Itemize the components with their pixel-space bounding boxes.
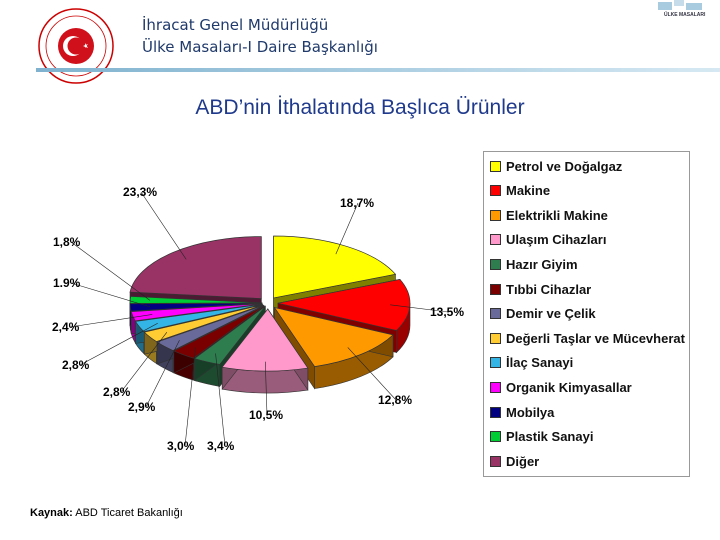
data-label: 1.9% bbox=[53, 276, 81, 290]
legend-label: Plastik Sanayi bbox=[506, 429, 594, 445]
data-label: 3,0% bbox=[167, 439, 195, 453]
corner-logo bbox=[658, 0, 702, 10]
legend-swatch bbox=[490, 234, 501, 246]
leader-line bbox=[184, 347, 196, 447]
legend-item: Petrol ve Doğalgaz bbox=[490, 157, 622, 175]
legend-label: Diğer bbox=[506, 453, 540, 469]
legend-item: Organik Kimyasallar bbox=[490, 378, 632, 396]
leader-line bbox=[69, 314, 153, 328]
leader-line bbox=[347, 347, 397, 401]
header-title: İhracat Genel Müdürlüğü Ülke Masaları-I … bbox=[142, 14, 378, 58]
legend-swatch bbox=[490, 357, 501, 369]
header-line-1: İhracat Genel Müdürlüğü bbox=[142, 16, 329, 34]
pie-slice-7 bbox=[156, 305, 264, 351]
pie-slice-9 bbox=[134, 303, 263, 333]
legend-label: Değerli Taşlar ve Mücevherat bbox=[506, 330, 685, 346]
pie-slice-11 bbox=[129, 302, 263, 312]
data-label: 2,8% bbox=[62, 358, 90, 372]
legend-swatch bbox=[490, 332, 501, 344]
data-label: 23,3% bbox=[123, 185, 157, 199]
legend-label: Makine bbox=[506, 183, 551, 199]
legend-swatch bbox=[490, 455, 501, 467]
data-label: 2,8% bbox=[103, 385, 131, 399]
legend-label: Petrol ve Doğalgaz bbox=[506, 158, 623, 174]
legend-label: Demir ve Çelik bbox=[506, 306, 596, 322]
leader-line bbox=[145, 340, 180, 408]
legend-item: Ulaşım Cihazları bbox=[490, 231, 606, 249]
chart-legend: Petrol ve Doğalgaz Makine Elektrikli Makin… bbox=[483, 151, 690, 477]
legend-item: Mobilya bbox=[490, 403, 554, 421]
pie-slice-1 bbox=[273, 235, 397, 299]
legend-swatch bbox=[490, 431, 501, 443]
legend-swatch bbox=[490, 258, 501, 270]
legend-label: Mobilya bbox=[506, 404, 555, 420]
leader-line bbox=[120, 331, 168, 393]
leader-line bbox=[390, 304, 449, 313]
data-label: 12,8% bbox=[378, 393, 412, 407]
header-divider bbox=[36, 68, 720, 72]
pie-slice-4 bbox=[221, 308, 309, 372]
leader-line bbox=[79, 323, 158, 366]
pie-slice-3 bbox=[273, 307, 394, 367]
source-label: Kaynak: bbox=[30, 507, 73, 519]
legend-swatch bbox=[490, 381, 501, 393]
data-label: 3,4% bbox=[207, 439, 235, 453]
pie-slice-8 bbox=[143, 304, 263, 342]
legend-item: İlaç Sanayi bbox=[490, 354, 573, 372]
pie-slice-2 bbox=[277, 279, 411, 331]
legend-swatch bbox=[490, 308, 501, 320]
legend-swatch bbox=[490, 406, 501, 418]
leader-line bbox=[335, 202, 359, 255]
legend-item: Plastik Sanayi bbox=[490, 428, 593, 446]
pie-slice-12 bbox=[129, 296, 263, 304]
legend-item: Tıbbi Cihazlar bbox=[490, 280, 591, 298]
legend-label: Tıbbi Cihazlar bbox=[506, 281, 592, 297]
legend-label: Elektrikli Makine bbox=[506, 207, 608, 223]
legend-label: Organik Kimyasallar bbox=[506, 379, 632, 395]
legend-item: Hazır Giyim bbox=[490, 255, 578, 273]
legend-label: İlaç Sanayi bbox=[506, 355, 574, 371]
leader-line bbox=[140, 191, 187, 260]
legend-swatch bbox=[490, 185, 501, 197]
data-label: 10,5% bbox=[249, 408, 283, 422]
ministry-seal-logo bbox=[38, 8, 114, 84]
source-note: Kaynak: ABD Ticaret Bakanlığı bbox=[30, 507, 183, 519]
legend-item: Demir ve Çelik bbox=[490, 305, 596, 323]
legend-swatch bbox=[490, 160, 501, 172]
legend-item: Elektrikli Makine bbox=[490, 206, 608, 224]
leader-line bbox=[70, 241, 151, 301]
legend-item: Değerli Taşlar ve Mücevherat bbox=[490, 329, 685, 347]
chart-title: ABD’nin İthalatında Başlıca Ürünler bbox=[195, 96, 525, 119]
pie-slice-13 bbox=[129, 236, 262, 299]
corner-logo-text: ÜLKE MASALARI bbox=[664, 12, 706, 18]
legend-label: Ulaşım Cihazları bbox=[506, 232, 607, 248]
legend-label: Hazır Giyim bbox=[506, 256, 578, 272]
legend-item: Makine bbox=[490, 182, 550, 200]
data-label: 2,9% bbox=[128, 400, 156, 414]
legend-swatch bbox=[490, 283, 501, 295]
leader-line bbox=[265, 361, 268, 416]
legend-swatch bbox=[490, 209, 501, 221]
data-label: 13,5% bbox=[430, 305, 464, 319]
legend-item: Diğer bbox=[490, 452, 539, 470]
source-text: ABD Ticaret Bakanlığı bbox=[75, 507, 183, 519]
data-label: 1,8% bbox=[53, 235, 81, 249]
data-label: 18,7% bbox=[340, 196, 374, 210]
header-line-2: Ülke Masaları-I Daire Başkanlığı bbox=[142, 38, 378, 56]
leader-line bbox=[70, 282, 151, 308]
leader-line bbox=[215, 353, 226, 447]
pie-slice-10 bbox=[130, 303, 263, 322]
data-label: 2,4% bbox=[52, 320, 80, 334]
